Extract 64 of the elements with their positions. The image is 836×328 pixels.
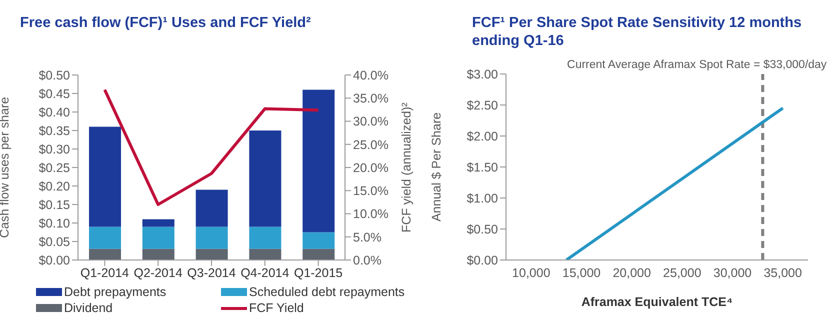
legend-label: Dividend (64, 301, 113, 315)
y2-tick-label: 5.0% (353, 230, 382, 244)
y2-tick-label: 30.0% (353, 114, 388, 129)
bar (142, 248, 174, 260)
bar (302, 90, 335, 232)
x-tick-label: Q1-2014 (80, 266, 130, 280)
bar (89, 126, 121, 227)
y2-axis-title: FCF yield (annualized)² (399, 102, 414, 232)
x-tick-label: Q1-2015 (294, 266, 343, 280)
x-tick-label: Q4-2014 (240, 266, 290, 280)
y-tick-label: $2.50 (466, 98, 498, 112)
y-tick-label: $0.15 (38, 198, 70, 212)
y-tick-label: $0.50 (38, 68, 70, 82)
bar (249, 248, 282, 260)
y-tick-label: $0.00 (38, 253, 70, 268)
bar (89, 248, 121, 260)
bar (142, 226, 174, 249)
x-tick-label: 25,000 (663, 266, 702, 280)
y-tick-label: $2.00 (466, 129, 498, 144)
line-series (103, 88, 320, 206)
x-axis-title: Aframax Equivalent TCE⁴ (581, 295, 733, 309)
y-tick-label: $0.00 (466, 253, 498, 268)
y2-tick-label: 25.0% (353, 138, 388, 152)
bar (302, 232, 335, 249)
bar (89, 226, 121, 249)
x-tick-label: 35,000 (764, 266, 802, 280)
bar (142, 219, 174, 227)
y-tick-label: $0.35 (38, 124, 70, 138)
x-tick-label: Q2-2014 (134, 266, 182, 280)
x-tick-label: Q3-2014 (187, 266, 236, 280)
y-tick-label: $0.30 (38, 142, 70, 156)
legend-label: FCF Yield (249, 301, 304, 315)
y-tick-label: $0.10 (38, 216, 70, 230)
y-tick-label: $1.00 (466, 191, 498, 206)
bar (249, 226, 282, 249)
x-tick-label: 10,000 (512, 266, 550, 280)
bar (196, 226, 228, 249)
chart-title: Free cash flow (FCF)¹ Uses and FCF Yield² (20, 14, 312, 32)
bar (196, 248, 228, 260)
y-tick-label: $0.05 (38, 234, 70, 249)
x-tick-label: 20,000 (612, 266, 651, 280)
y2-tick-label: 35.0% (353, 92, 388, 106)
x-tick-label: 15,000 (562, 266, 601, 280)
y2-tick-label: 15.0% (353, 184, 388, 198)
x-tick-label: 30,000 (713, 266, 752, 280)
y-tick-label: $0.25 (38, 160, 70, 175)
y2-tick-label: 10.0% (353, 207, 388, 222)
ref-line-label: Current Average Aframax Spot Rate = $33,000/day (567, 59, 827, 71)
y-tick-label: $0.40 (38, 105, 70, 120)
y-tick-label: $3.00 (466, 67, 498, 82)
y-tick-label: $0.45 (38, 86, 70, 101)
y-tick-label: $0.50 (466, 222, 498, 236)
bar (196, 190, 228, 227)
y-tick-label: $1.50 (466, 160, 498, 174)
y-axis-title: Annual $ Per Share (429, 112, 444, 222)
chart-title: FCF¹ Per Share Spot Rate Sensitivity 12 months ending Q1-16 (472, 14, 803, 50)
y2-tick-label: 20.0% (353, 160, 388, 175)
bar (302, 248, 335, 260)
legend-label: Scheduled debt repayments (249, 285, 405, 299)
legend-label: Debt prepayments (64, 285, 166, 299)
bar (249, 130, 282, 227)
y-tick-label: $0.20 (38, 179, 70, 194)
y2-tick-label: 40.0% (353, 68, 388, 82)
y2-tick-label: 0.0% (353, 253, 382, 268)
